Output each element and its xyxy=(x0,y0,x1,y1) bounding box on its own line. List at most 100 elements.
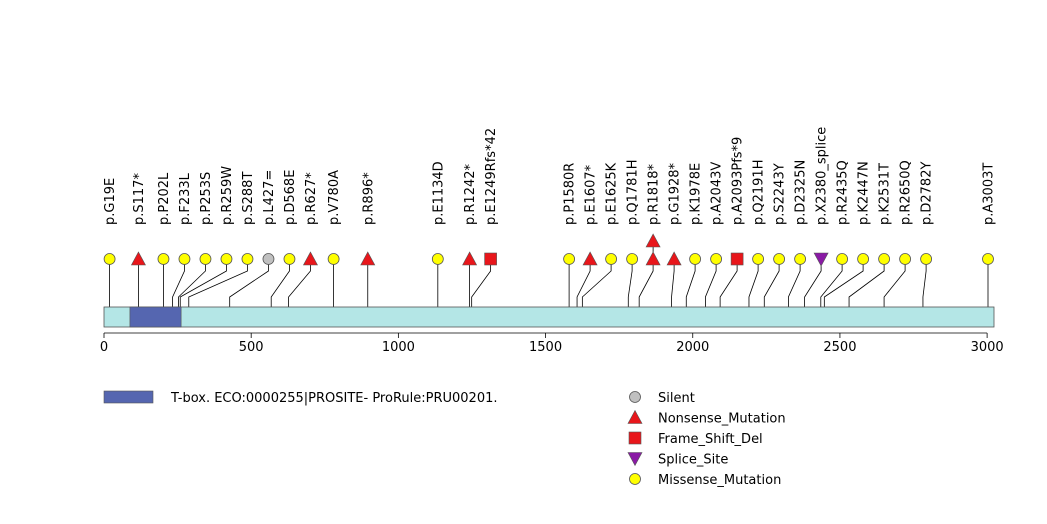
mutation-label: p.R1818* xyxy=(647,163,662,225)
mutation-marker xyxy=(582,251,598,266)
mutation-label: p.A2093Pfs*9 xyxy=(731,137,746,225)
legend-domain-label: T-box. ECO:0000255|PROSITE- ProRule:PRU0… xyxy=(170,391,498,406)
mutation-marker xyxy=(773,253,786,265)
mutation-marker xyxy=(710,253,723,265)
mutation-stem xyxy=(172,259,185,307)
mutation-labels: p.G19E p.S117* p.P202L p.F233L p.P253S p.R259… xyxy=(103,127,996,225)
mutation-stem xyxy=(883,259,906,307)
mutation-marker xyxy=(178,253,191,265)
mutation-label: p.E1134D xyxy=(431,161,446,225)
mutation-label: p.G1928* xyxy=(668,162,683,225)
mutation-marker xyxy=(484,252,497,266)
mutation-marker xyxy=(813,252,829,267)
mutation-stem xyxy=(705,259,717,307)
mutation-label: p.E1249Rfs*42 xyxy=(484,128,499,225)
mutation-stem xyxy=(178,259,206,307)
mutation-label: p.D2782Y xyxy=(920,162,935,225)
mutation-label: p.P253S xyxy=(199,172,214,225)
mutation-marker xyxy=(645,251,661,266)
mutation-label: p.L427= xyxy=(262,170,277,225)
mutation-stem xyxy=(823,259,864,307)
mutation-label: p.P1580R xyxy=(563,163,578,225)
mutation-stem xyxy=(719,259,738,307)
mutation-label: p.K2531T xyxy=(878,163,893,225)
x-axis: 0 500 1000 1500 2000 2500 3000 xyxy=(100,332,1004,355)
mutation-stem xyxy=(748,259,759,307)
mutation-marker xyxy=(262,253,275,265)
mutation-label: p.R627* xyxy=(304,172,319,225)
mutation-stem xyxy=(638,241,654,307)
mutation-marker xyxy=(730,252,744,266)
mutation-marker xyxy=(360,251,376,266)
mutation-marker xyxy=(982,253,994,265)
mutation-marker xyxy=(283,253,296,265)
legend-marker-nonsense-mutation xyxy=(627,409,643,424)
protein-backbone xyxy=(103,306,995,328)
mutation-label: p.A2043V xyxy=(710,162,725,225)
mutation-stem xyxy=(179,259,227,307)
mutation-label: p.X2380_splice xyxy=(815,127,830,225)
mutation-label: p.R2650Q xyxy=(899,160,914,225)
mutation-stem xyxy=(270,259,290,307)
mutation-label: p.E1607* xyxy=(584,164,599,225)
mutation-label: p.R259W xyxy=(220,166,235,225)
legend: T-box. ECO:0000255|PROSITE- ProRule:PRU0… xyxy=(103,390,786,488)
mutation-label: p.V780A xyxy=(327,170,342,225)
legend-label: Nonsense_Mutation xyxy=(658,412,786,427)
x-tick-label: 0 xyxy=(100,340,108,355)
mutation-label: p.Q2191H xyxy=(752,160,767,225)
mutation-stem xyxy=(848,259,885,307)
mutation-marker xyxy=(302,251,318,266)
x-tick-label: 3000 xyxy=(971,340,1004,355)
mutation-label: p.G19E xyxy=(103,178,118,225)
x-tick-label: 2000 xyxy=(676,340,709,355)
mutation-stem xyxy=(188,259,248,307)
mutation-stem xyxy=(671,259,675,307)
mutation-marker xyxy=(605,253,618,265)
legend-label: Frame_Shift_Del xyxy=(658,432,763,447)
mutation-marker xyxy=(794,253,807,265)
mutation-marker xyxy=(563,253,576,265)
mutation-stem xyxy=(576,259,591,307)
x-tick-label: 1000 xyxy=(382,340,415,355)
mutation-marker xyxy=(241,253,254,265)
legend-marker-silent xyxy=(629,391,641,403)
mutation-stem xyxy=(471,259,492,307)
legend-label: Silent xyxy=(658,391,695,406)
mutation-stems xyxy=(109,241,989,307)
mutation-label: p.R1242* xyxy=(463,163,478,225)
mutation-stem xyxy=(685,259,696,307)
mutation-marker xyxy=(878,253,891,265)
domain-box xyxy=(129,306,182,328)
mutation-marker xyxy=(920,253,933,265)
x-tick-label: 2500 xyxy=(823,340,856,355)
mutation-marker xyxy=(689,253,702,265)
domain-boxes xyxy=(129,306,182,328)
mutation-stem xyxy=(820,259,843,307)
mutation-marker xyxy=(157,253,170,265)
mutation-marker xyxy=(130,251,146,266)
x-tick-label: 1500 xyxy=(529,340,562,355)
mutation-label: p.F233L xyxy=(178,172,193,225)
mutation-stem xyxy=(288,259,311,307)
mutation-marker xyxy=(836,253,849,265)
mutation-label: p.D568E xyxy=(283,170,298,225)
legend-domain-swatch xyxy=(103,390,154,404)
mutation-label: p.P202L xyxy=(157,172,172,225)
mutation-marker xyxy=(752,253,765,265)
mutation-label: p.R896* xyxy=(361,172,376,225)
mutation-marker xyxy=(645,233,661,248)
mutation-label: p.Q1781H xyxy=(626,160,641,225)
mutation-marker xyxy=(220,253,233,265)
mutation-stem xyxy=(763,259,780,307)
mutation-label: p.A3003T xyxy=(982,163,997,225)
mutation-label: p.S288T xyxy=(241,172,256,225)
x-tick-label: 500 xyxy=(239,340,264,355)
mutation-markers xyxy=(103,233,994,267)
mutation-stem xyxy=(922,259,927,307)
mutation-label: p.K1978E xyxy=(689,163,704,225)
mutation-stem xyxy=(229,259,269,307)
mutation-label: p.S2243Y xyxy=(773,163,788,225)
mutation-stem xyxy=(788,259,801,307)
